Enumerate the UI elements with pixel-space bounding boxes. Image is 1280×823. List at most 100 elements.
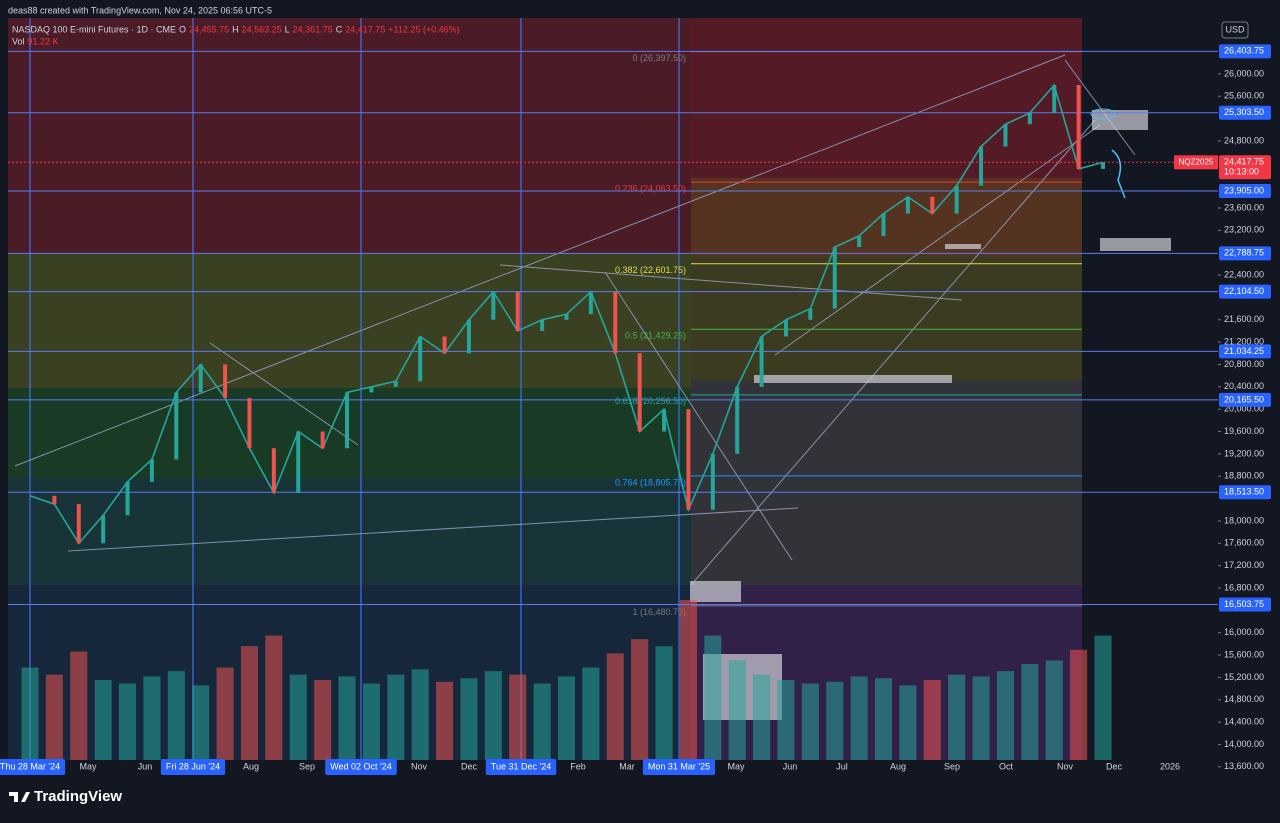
price-tick-label: 17,600.00 [1224, 538, 1264, 548]
credit: deas88 created with TradingView.com, Nov… [8, 5, 272, 15]
level-tag [1219, 246, 1271, 261]
price-tick-label: 19,600.00 [1224, 426, 1264, 436]
currency: USD [1225, 24, 1245, 34]
fib-label: 0.764 (18,805.75) [615, 477, 686, 487]
level-tag-label: 26,403.75 [1224, 46, 1264, 56]
vertical-lines [29, 18, 680, 760]
volume-bar [679, 600, 697, 760]
price-tick-label: 21,200.00 [1224, 336, 1264, 346]
volume-bar [557, 676, 576, 760]
zone [691, 380, 1082, 585]
volume-bar [21, 667, 39, 760]
countdown: 10:13:00 [1224, 167, 1259, 177]
volume-bar [289, 674, 307, 760]
box [690, 581, 741, 602]
trend-line [774, 124, 1101, 356]
vol-value: 91.22 K [28, 36, 59, 46]
volume-bar [533, 683, 551, 760]
time-label: Mon 31 Mar '25 [648, 761, 710, 771]
level-tag-label: 22,788.75 [1224, 248, 1264, 258]
fib-label: 0.5 (21,429.25) [625, 331, 686, 341]
time-label-highlight [485, 759, 557, 775]
price-tick-label: 15,200.00 [1224, 672, 1264, 682]
volume-bar [411, 669, 429, 760]
price-tick-label: 23,200.00 [1224, 225, 1264, 235]
price-tick-label: 24,800.00 [1224, 135, 1264, 145]
price-tick-label: 18,800.00 [1224, 471, 1264, 481]
zone [8, 18, 691, 253]
volume-bar [119, 683, 137, 760]
volume-bar [143, 676, 161, 760]
time-label-highlight [0, 759, 66, 775]
trend-line [209, 342, 359, 446]
volume-bar [582, 667, 600, 760]
price-tick-label: 20,800.00 [1224, 359, 1264, 369]
time-label: Aug [243, 761, 259, 771]
price-tick-label: 19,200.00 [1224, 448, 1264, 458]
volume-bar [1094, 635, 1112, 760]
time-label: Sep [299, 761, 315, 771]
volume-bar [192, 685, 210, 760]
volume-bar [436, 681, 454, 760]
volume-bar [850, 676, 868, 760]
trend-line [1064, 59, 1136, 156]
volume-bar [826, 681, 844, 760]
price-tick-label: 20,000.00 [1224, 404, 1264, 414]
volume-bar [606, 653, 624, 760]
price-tick-label: 16,000.00 [1224, 627, 1264, 637]
time-label: Jun [138, 761, 153, 771]
arrow [1111, 149, 1126, 199]
price-tick-label: 23,600.00 [1224, 202, 1264, 212]
volume-bar [460, 678, 478, 760]
volume-bar [70, 651, 88, 760]
time-label: Jul [836, 761, 848, 771]
level-tag-label: 18,513.50 [1224, 487, 1264, 497]
volume-bar [362, 683, 380, 760]
zone [691, 178, 1082, 257]
volume-bar [801, 683, 819, 760]
level-tag-label: 16,503.75 [1224, 599, 1264, 609]
time-label: Jun [783, 761, 798, 771]
volume-bar [509, 674, 527, 760]
time-label: Nov [1057, 761, 1074, 771]
price-tick-label: 22,400.00 [1224, 269, 1264, 279]
time-label-highlight [642, 759, 716, 775]
zone [691, 18, 1082, 178]
price-tick-label: 13,600.00 [1224, 761, 1264, 771]
time-label: Tue 31 Dec '24 [491, 761, 551, 771]
zone [8, 388, 691, 478]
volume-bar [923, 680, 941, 760]
volume-bar [899, 685, 917, 760]
price-tick-label: 14,400.00 [1224, 716, 1264, 726]
level-tag [1219, 485, 1271, 500]
price-tick-label: 25,600.00 [1224, 91, 1264, 101]
time-label: Wed 02 Oct '24 [330, 761, 392, 771]
time-label: Fri 28 Jun '24 [166, 761, 220, 771]
volume-bar [94, 680, 112, 760]
level-tag-label: 20,165.50 [1224, 394, 1264, 404]
level-tag [1219, 344, 1271, 359]
time-label: Thu 28 Mar '24 [0, 761, 60, 771]
ohlc-value: 24,417.75 [345, 24, 385, 34]
volume-bar [1021, 664, 1039, 760]
fib-label: 0.382 (22,601.75) [615, 265, 686, 275]
fib-label: 0 (26,397.50) [632, 53, 686, 63]
time-label: Oct [999, 761, 1014, 771]
time-label-highlight [325, 759, 397, 775]
volume-bar [484, 671, 502, 760]
zone [8, 253, 691, 388]
ohlc-value: 24,455.75 [189, 24, 229, 34]
symbol-tag-label: NQZ2025 [1179, 157, 1214, 166]
time-label: Nov [411, 761, 428, 771]
legend: NASDAQ 100 E-mini Futures · 1D · CME O 24,… [12, 24, 460, 46]
price-tick-label: 16,800.00 [1224, 582, 1264, 592]
last-price-label: 24,417.75 [1224, 157, 1264, 167]
volume-bar [338, 676, 356, 760]
logo [9, 792, 30, 802]
volume-bar [1070, 649, 1088, 760]
level-tag [1219, 597, 1271, 612]
box [945, 244, 981, 249]
symbol: NASDAQ 100 E-mini Futures · 1D · CME [12, 24, 176, 34]
price-tick-label: 21,600.00 [1224, 314, 1264, 324]
